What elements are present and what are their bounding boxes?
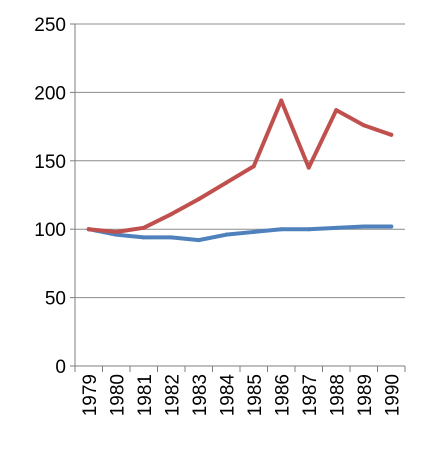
data-point [334, 225, 339, 230]
data-point [306, 227, 311, 232]
axis-layer [70, 23, 406, 372]
data-point [169, 212, 174, 217]
data-point [224, 232, 229, 237]
data-point [361, 123, 366, 128]
data-point [141, 235, 146, 240]
data-point [196, 197, 201, 202]
x-tick-label: 1990 [382, 374, 403, 416]
data-point [141, 225, 146, 230]
data-point [224, 180, 229, 185]
x-tick-label: 1984 [217, 374, 238, 417]
series-line-2 [86, 98, 394, 234]
y-tick-label: 150 [34, 152, 66, 173]
data-point [334, 108, 339, 113]
x-tick-label: 1987 [300, 374, 321, 416]
x-tick-label: 1985 [245, 374, 266, 416]
data-point [114, 229, 119, 234]
x-tick-label: 1982 [162, 374, 183, 416]
y-tick-label: 250 [34, 15, 66, 36]
series-line-1 [86, 224, 394, 243]
data-point [169, 235, 174, 240]
x-tick-label: 1980 [107, 374, 128, 416]
data-point [251, 164, 256, 169]
data-point [389, 224, 394, 229]
x-tick-label: 1986 [272, 374, 293, 416]
x-tick-label: 1988 [327, 374, 348, 416]
x-tick-label: 1983 [190, 374, 211, 416]
grid-layer [75, 23, 405, 299]
y-tick-label: 100 [34, 220, 66, 241]
x-tick-label: 1981 [135, 374, 156, 416]
data-point [196, 238, 201, 243]
data-point [306, 165, 311, 170]
y-tick-label: 0 [55, 357, 66, 378]
x-tick-label: 1979 [80, 374, 101, 416]
data-point [361, 224, 366, 229]
data-point [279, 98, 284, 103]
y-tick-label: 50 [45, 289, 66, 310]
data-point [389, 132, 394, 137]
data-point [86, 227, 91, 232]
data-point [279, 227, 284, 232]
data-point [251, 229, 256, 234]
series-layer [86, 98, 394, 243]
x-tick-label: 1989 [355, 374, 376, 416]
label-layer: 0 50 100 150 200 250 1979 1980 1981 1982 1983 1984 1… [34, 15, 403, 416]
y-tick-label: 200 [34, 83, 66, 104]
